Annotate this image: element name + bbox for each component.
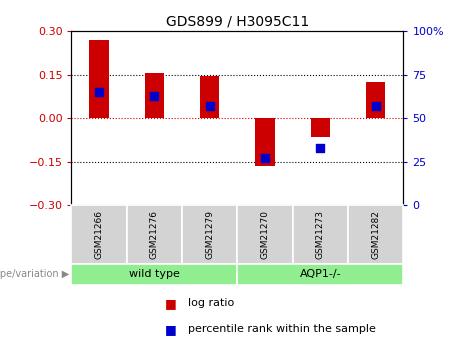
Point: [151, 93, 158, 98]
Text: GSM21266: GSM21266: [95, 210, 104, 259]
Text: percentile rank within the sample: percentile rank within the sample: [188, 324, 376, 334]
Point: [206, 103, 213, 109]
Point: [317, 145, 324, 150]
Bar: [182, 205, 237, 264]
Text: GSM21279: GSM21279: [205, 210, 214, 259]
Bar: [293, 205, 348, 264]
Bar: [89, 40, 109, 118]
Point: [372, 103, 379, 109]
Bar: [237, 264, 403, 285]
Text: ■: ■: [165, 323, 176, 336]
Bar: [366, 82, 385, 118]
Bar: [237, 205, 293, 264]
Title: GDS899 / H3095C11: GDS899 / H3095C11: [166, 14, 309, 29]
Text: ■: ■: [165, 297, 176, 310]
Text: GSM21282: GSM21282: [371, 210, 380, 259]
Text: wild type: wild type: [129, 269, 180, 279]
Point: [95, 89, 103, 95]
Text: AQP1-/-: AQP1-/-: [300, 269, 341, 279]
Bar: [127, 205, 182, 264]
Bar: [71, 264, 237, 285]
Bar: [311, 118, 330, 137]
Bar: [200, 76, 219, 118]
Bar: [145, 73, 164, 118]
Text: GSM21273: GSM21273: [316, 210, 325, 259]
Bar: [348, 205, 403, 264]
Bar: [71, 205, 127, 264]
Text: genotype/variation ▶: genotype/variation ▶: [0, 269, 69, 279]
Text: log ratio: log ratio: [188, 298, 234, 308]
Text: GSM21276: GSM21276: [150, 210, 159, 259]
Bar: [255, 118, 275, 166]
Point: [261, 156, 269, 161]
Text: GSM21270: GSM21270: [260, 210, 270, 259]
